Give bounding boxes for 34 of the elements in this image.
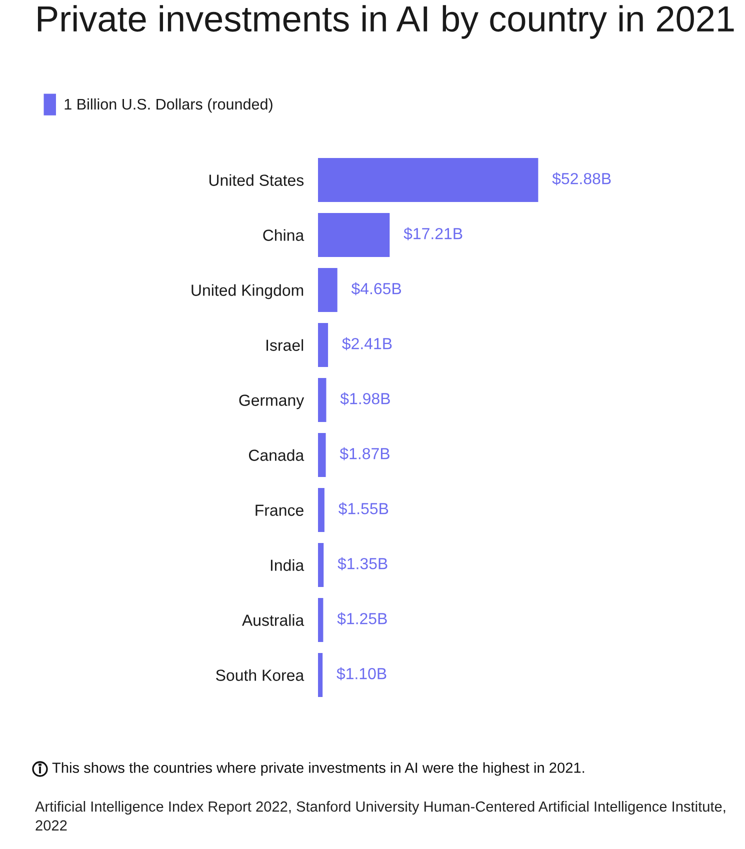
y-tick-label: South Korea [216, 669, 304, 681]
bar [318, 323, 328, 367]
text: This shows the countries where private investments in AI were the highest in 2021. [52, 762, 584, 776]
bar [318, 268, 338, 312]
data-label: $1.25B [337, 612, 387, 626]
y-tick-label: France [256, 504, 304, 516]
chart-title: Private investments in AI by country in 2021 [38, 5, 734, 39]
y-tick-label: India [270, 559, 304, 571]
data-label: $52.88B [552, 172, 611, 186]
bar [318, 213, 390, 257]
data-label: $17.21B [404, 227, 462, 240]
y-tick-label: Canada [248, 449, 304, 461]
y-tick-label: Germany [239, 394, 304, 410]
y-tick-label: Israel [266, 339, 304, 351]
data-label: $1.98B [340, 392, 390, 406]
bar [318, 598, 324, 642]
data-label: $1.87B [340, 447, 390, 460]
data-label: $1.10B [336, 667, 386, 680]
y-tick-label: Australia [242, 614, 304, 626]
legend-label: 1 Billion U.S. Dollars (rounded) [64, 98, 272, 113]
bar [318, 158, 538, 202]
y-tick-label: China [263, 229, 304, 241]
bar [318, 488, 324, 532]
data-label: $4.65B [351, 282, 402, 296]
bar [318, 543, 324, 587]
y-tick-label: United States [209, 174, 304, 186]
bar [318, 378, 326, 422]
bar [318, 433, 326, 477]
data-label: $1.55B [338, 502, 388, 516]
y-tick-label: United Kingdom [192, 284, 304, 300]
data-label: $1.35B [338, 557, 388, 570]
text: Artificial Intelligence Index Report 2022, Stanford University Human-Centered Artificial Intelligence Institute, 2022 [35, 801, 726, 831]
data-label: $2.41B [342, 337, 392, 350]
bar [318, 653, 323, 697]
